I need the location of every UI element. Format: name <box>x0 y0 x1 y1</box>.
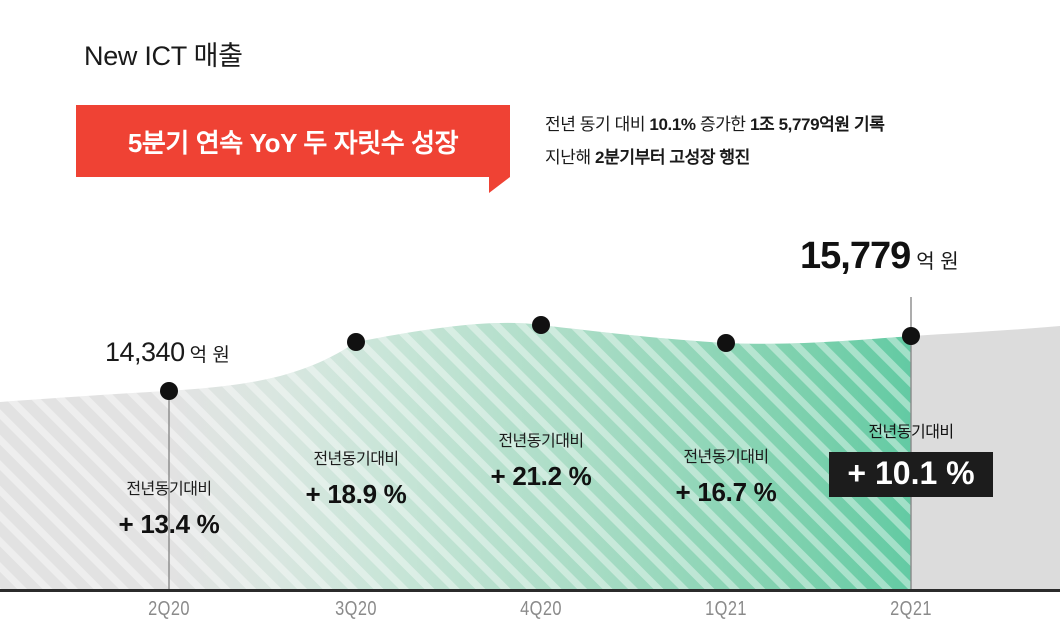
x-axis-tick-4q20: 4Q20 <box>520 598 562 620</box>
data-point-4q20 <box>532 316 550 334</box>
growth-label-1q21: 전년동기대비 + 16.7 % <box>596 448 856 507</box>
growth-caption-4q20: 전년동기대비 <box>498 433 584 450</box>
x-axis-tick-2q20: 2Q20 <box>148 598 190 620</box>
summary-line-1-percent: 10.1% <box>649 115 696 134</box>
data-point-2q21 <box>902 327 920 345</box>
growth-value-4q20: + 21.2 % <box>490 461 592 491</box>
summary-line-1: 전년 동기 대비 10.1% 증가한 1조 5,779억원 기록 <box>545 108 1025 141</box>
data-point-2q20 <box>160 382 178 400</box>
summary-line-2-part-a: 지난해 <box>545 148 596 167</box>
growth-value-1q21: + 16.7 % <box>675 477 777 507</box>
x-axis-line <box>0 589 1060 592</box>
data-point-1q21 <box>717 334 735 352</box>
growth-label-2q20: 전년동기대비 + 13.4 % <box>39 480 299 539</box>
value-label-2q20: 14,340 억 원 <box>105 337 230 368</box>
callout-banner: 5분기 연속 YoY 두 자릿수 성장 <box>76 105 510 177</box>
x-axis-labels: 2Q20 3Q20 4Q20 1Q21 2Q21 <box>0 598 1060 634</box>
value-label-2q21-number: 15,779 <box>800 235 911 277</box>
growth-value-2q20: + 13.4 % <box>118 509 220 539</box>
growth-label-3q20: 전년동기대비 + 18.9 % <box>226 450 486 509</box>
summary-block: 전년 동기 대비 10.1% 증가한 1조 5,779억원 기록 지난해 2분기… <box>545 108 1025 174</box>
growth-value-3q20: + 18.9 % <box>305 479 407 509</box>
growth-caption-1q21: 전년동기대비 <box>683 449 769 466</box>
summary-line-1-part-c: 증가한 <box>695 115 750 134</box>
growth-caption-3q20: 전년동기대비 <box>313 451 399 468</box>
summary-line-1-amount: 1조 5,779억원 기록 <box>750 115 885 134</box>
chart-plot-area <box>0 190 1060 592</box>
summary-line-1-part-a: 전년 동기 대비 <box>545 115 650 134</box>
growth-caption-2q21: 전년동기대비 <box>868 424 954 441</box>
summary-line-2: 지난해 2분기부터 고성장 행진 <box>545 141 1025 174</box>
growth-label-2q21: 전년동기대비 + 10.1 % <box>781 423 1041 497</box>
x-axis-tick-1q21: 1Q21 <box>705 598 747 620</box>
area-chart-svg <box>0 297 1060 589</box>
data-point-3q20 <box>347 333 365 351</box>
x-axis-tick-3q20: 3Q20 <box>335 598 377 620</box>
growth-caption-2q20: 전년동기대비 <box>126 481 212 498</box>
x-axis-tick-2q21: 2Q21 <box>890 598 932 620</box>
value-label-2q20-unit: 억 원 <box>189 345 230 366</box>
callout-banner-label: 5분기 연속 YoY 두 자릿수 성장 <box>127 127 459 158</box>
growth-value-2q21: + 10.1 % <box>829 452 993 497</box>
value-label-2q21: 15,779 억 원 <box>800 235 959 278</box>
page-title: New ICT 매출 <box>84 41 243 71</box>
summary-line-2-part-b: 2분기부터 고성장 행진 <box>595 148 750 167</box>
callout-banner-tail <box>489 177 510 193</box>
value-label-2q20-number: 14,340 <box>105 337 185 367</box>
growth-label-4q20: 전년동기대비 + 21.2 % <box>411 432 671 491</box>
value-label-2q21-unit: 억 원 <box>916 251 959 273</box>
